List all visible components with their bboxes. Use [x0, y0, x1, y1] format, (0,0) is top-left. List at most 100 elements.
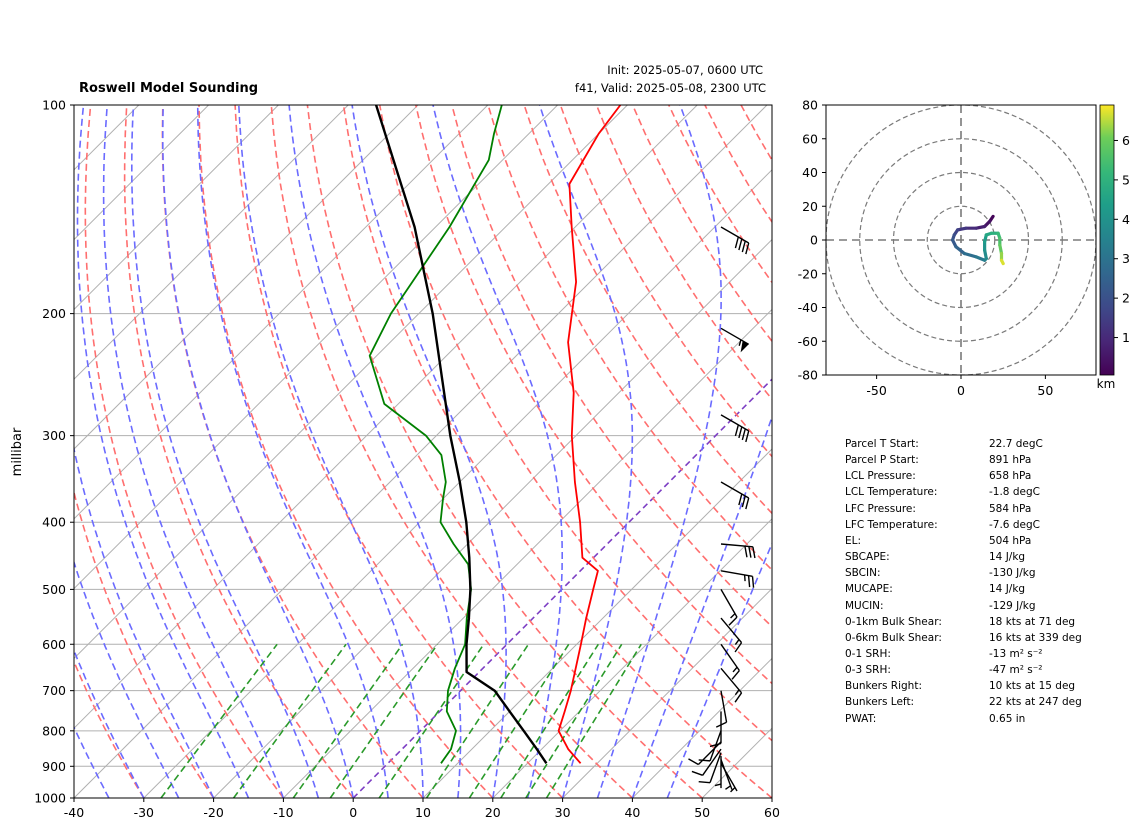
- stats-label: SBCAPE:: [845, 551, 890, 563]
- x-tick-label: 10: [415, 805, 431, 820]
- hodograph-y-tick-label: 60: [802, 131, 818, 146]
- mixing-ratio-line: [425, 643, 530, 798]
- isotherm-line: [632, 657, 772, 798]
- isotherm-line: [74, 105, 698, 729]
- wind-barb: [698, 730, 722, 762]
- colorbar-tick-label: 5: [1122, 172, 1130, 187]
- moist-adiabat-line: [76, 105, 250, 798]
- stats-label: Parcel P Start:: [845, 454, 919, 467]
- dry-adiabat-line: [487, 105, 772, 572]
- hodograph-y-tick-label: -80: [798, 368, 818, 383]
- stats-value: 891 hPa: [989, 454, 1032, 467]
- stats-label: Bunkers Right:: [845, 680, 922, 693]
- hodograph-y-tick-label: 0: [810, 233, 818, 248]
- moist-adiabat-line: [538, 105, 634, 798]
- mixing-ratio-line: [329, 643, 439, 798]
- hodograph-plot-area: [826, 105, 1096, 375]
- moist-adiabat-line: [74, 559, 180, 798]
- isotherm-line: [143, 169, 772, 798]
- isotherm-line: [74, 105, 489, 520]
- stats-label: MUCAPE:: [845, 583, 893, 596]
- colorbar-tick-label: 1: [1122, 330, 1130, 345]
- dry-adiabat-line: [123, 105, 354, 798]
- y-tick-label: 400: [42, 515, 66, 530]
- dry-adiabat-line: [84, 105, 285, 798]
- skew-t-axes: -40 -30 -20 -10 0 10 20 30 40 50 60 1000 900 800 700 60…: [34, 98, 780, 821]
- dry-adiabat-line: [306, 105, 703, 798]
- y-tick-label: 600: [42, 637, 66, 652]
- hodograph-y-tick-label: -20: [798, 266, 818, 281]
- isotherm-line: [74, 105, 768, 798]
- zero-isotherm-line: [352, 378, 772, 798]
- mixing-ratio-line: [378, 643, 485, 798]
- stats-row: LCL Pressure: 658 hPa: [845, 468, 1125, 484]
- moist-adiabat-line: [351, 105, 507, 798]
- isotherm-line: [74, 105, 558, 590]
- hodograph-x-tick-label: 0: [957, 383, 965, 398]
- stats-value: 22.7 degC: [989, 438, 1043, 450]
- isotherm-line: [562, 587, 772, 798]
- stats-label: Bunkers Left:: [845, 696, 915, 709]
- stats-row: MUCAPE: 14 J/kg: [845, 581, 1125, 597]
- wind-barb: [720, 481, 750, 510]
- mixing-ratio-line: [545, 643, 642, 798]
- wind-barb: [720, 589, 738, 626]
- stats-row: EL: 504 hPa: [845, 533, 1125, 549]
- init-time: Init: 2025-05-07, 0600 UTC: [607, 63, 763, 77]
- x-tick-label: -40: [64, 805, 84, 820]
- wind-barb: [720, 543, 756, 559]
- isotherm-line: [283, 308, 772, 798]
- hodograph-trace-segment: [962, 251, 978, 259]
- stats-row: SBCAPE: 14 J/kg: [845, 549, 1125, 565]
- isotherm-line: [74, 105, 628, 660]
- hodograph-trace-segment: [999, 258, 1005, 266]
- stats-value: -130 J/kg: [989, 567, 1036, 580]
- x-tick-label: 0: [349, 805, 357, 820]
- y-axis-label: millibar: [10, 427, 25, 476]
- wind-barb: [698, 752, 722, 784]
- chart-title: Roswell Model Sounding: [79, 81, 258, 96]
- moist-adiabat-line: [596, 105, 722, 798]
- dry-adiabat-line: [378, 105, 772, 742]
- hodograph-y-tick-label: -40: [798, 300, 818, 315]
- stats-value: -129 J/kg: [989, 599, 1036, 612]
- stats-row: LFC Pressure: 584 hPa: [845, 501, 1125, 517]
- parcel-profile-line: [374, 105, 548, 764]
- colorbar-axes: 1 2 3 4 5 6: [1114, 133, 1130, 345]
- wind-barb: [715, 690, 728, 728]
- y-tick-label: 300: [42, 428, 66, 443]
- colorbar-tick-label: 4: [1122, 212, 1130, 227]
- stats-row: 0-1km Bulk Shear: 18 kts at 71 deg: [845, 614, 1125, 630]
- stats-value: 16 kts at 339 deg: [989, 631, 1082, 644]
- stats-value: 22 kts at 247 deg: [989, 696, 1082, 709]
- moist-adiabat-line: [238, 105, 424, 798]
- isotherm-line: [422, 448, 772, 798]
- isotherm-line: [74, 105, 349, 380]
- stats-row: LFC Temperature: -7.6 degC: [845, 517, 1125, 533]
- stats-value: 10 kts at 15 deg: [989, 680, 1076, 693]
- y-tick-label: 200: [42, 306, 66, 321]
- skew-t-plot-area: [74, 105, 772, 798]
- isotherm-line: [74, 105, 279, 311]
- wind-barb: [714, 756, 722, 789]
- x-tick-label: 20: [485, 805, 501, 820]
- y-tick-label: 500: [42, 582, 66, 597]
- stats-label: SBCIN:: [845, 567, 881, 580]
- stats-value: 658 hPa: [989, 470, 1032, 483]
- mixing-ratio-line: [525, 643, 623, 798]
- stats-label: 0-6km Bulk Shear:: [845, 631, 942, 644]
- hodograph-y-tick-label: -60: [798, 334, 818, 349]
- y-tick-label: 900: [42, 759, 66, 774]
- stats-value: -13 m² s⁻²: [989, 648, 1043, 660]
- stats-value: 14 J/kg: [989, 551, 1026, 563]
- x-tick-label: -30: [134, 805, 154, 820]
- stats-row: SBCIN: -130 J/kg: [845, 565, 1125, 581]
- stats-row: 0-3 SRH: -47 m² s⁻²: [845, 662, 1125, 678]
- stats-row: 0-1 SRH: -13 m² s⁻²: [845, 646, 1125, 662]
- stats-value: 18 kts at 71 deg: [989, 615, 1076, 628]
- moist-adiabat-line: [432, 105, 563, 798]
- wind-barb: [720, 226, 750, 255]
- stats-label: LCL Pressure:: [845, 470, 916, 483]
- stats-value: 0.65 in: [989, 712, 1026, 725]
- stats-label: LFC Pressure:: [845, 502, 916, 515]
